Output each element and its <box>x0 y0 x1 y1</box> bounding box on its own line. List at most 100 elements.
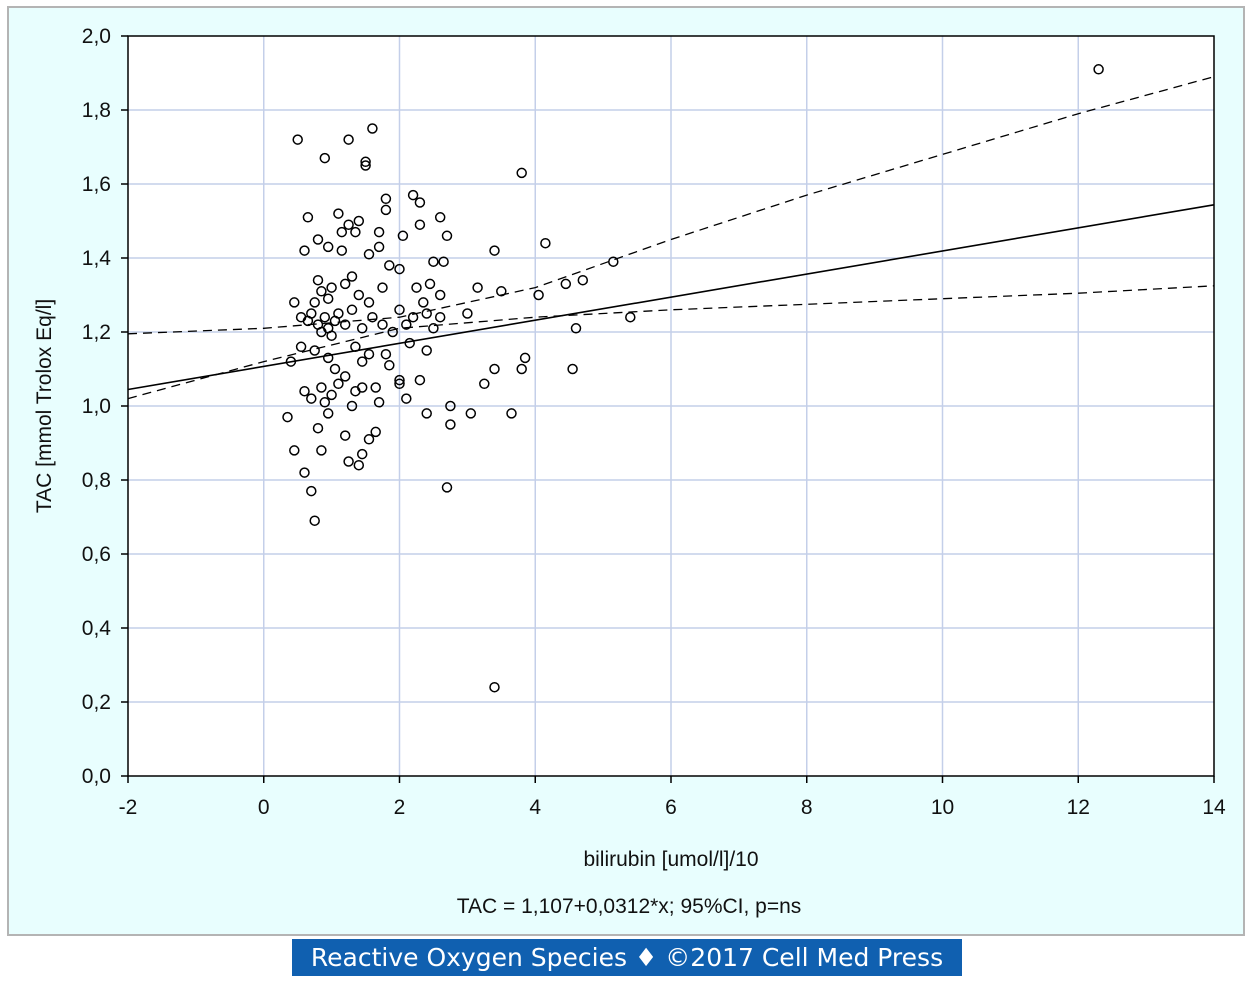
data-point <box>479 378 490 390</box>
data-point <box>363 297 375 308</box>
data-point <box>339 430 351 441</box>
data-point <box>472 282 483 293</box>
regression-line <box>127 204 1215 391</box>
data-point <box>353 215 365 227</box>
data-point <box>445 419 456 430</box>
data-point <box>397 230 409 242</box>
data-point <box>377 319 388 330</box>
data-point <box>316 445 327 456</box>
data-point <box>424 278 436 290</box>
data-point <box>496 286 507 297</box>
data-point <box>407 189 419 201</box>
data-point <box>326 282 337 293</box>
data-point <box>312 234 324 245</box>
data-point <box>380 348 392 360</box>
y-tick-labels: 0,0 0,2 0,4 0,6 0,8 1,0 1,2 1,4 1,6 1,8 2,0 <box>82 25 112 788</box>
data-point <box>560 278 572 290</box>
y-tick-label: 0,4 <box>82 617 112 640</box>
data-point <box>441 230 453 242</box>
data-point <box>519 352 531 364</box>
x-axis-title: bilirubin [umol/l]/10 <box>583 848 758 871</box>
data-point <box>289 445 300 456</box>
data-point <box>343 134 354 145</box>
data-point <box>360 156 371 168</box>
data-point <box>1093 64 1104 75</box>
data-point <box>356 448 368 460</box>
ci-lower-line <box>127 285 1215 400</box>
data-point <box>316 382 327 393</box>
data-point <box>401 319 412 330</box>
data-point <box>356 382 368 393</box>
data-point <box>394 374 405 386</box>
x-tick-label: 12 <box>1067 796 1090 819</box>
data-point <box>577 274 589 286</box>
data-point <box>380 193 392 205</box>
data-point <box>322 293 334 304</box>
data-point <box>312 422 324 434</box>
grid-layer <box>128 36 1214 776</box>
y-tick-label: 1,4 <box>82 247 112 270</box>
data-point <box>428 256 439 267</box>
data-point <box>319 397 331 408</box>
x-tick-label: 4 <box>529 796 541 819</box>
x-tick-label: 14 <box>1202 796 1226 819</box>
data-point <box>350 226 361 238</box>
data-point <box>289 297 300 308</box>
data-point <box>570 323 582 334</box>
data-point <box>394 263 405 275</box>
data-point <box>441 482 453 493</box>
data-point <box>306 485 317 497</box>
y-tick-label: 0,8 <box>82 469 111 492</box>
data-point <box>380 204 392 216</box>
data-point <box>438 256 449 267</box>
x-tick-label: 0 <box>258 796 270 819</box>
data-point <box>322 241 334 253</box>
data-point <box>462 308 473 319</box>
data-point <box>401 393 412 404</box>
regression-layer <box>127 204 1215 391</box>
data-point <box>343 219 354 230</box>
data-point <box>414 197 426 208</box>
data-point <box>421 408 432 419</box>
data-point <box>373 397 385 408</box>
data-point <box>373 226 385 238</box>
data-point <box>326 330 337 341</box>
x-tick-label: 10 <box>931 796 954 819</box>
data-point <box>282 411 293 423</box>
data-point <box>339 371 351 382</box>
data-point <box>411 282 422 293</box>
x-tick-label: -2 <box>119 796 138 819</box>
data-point <box>309 345 320 356</box>
data-point <box>608 256 619 267</box>
data-point <box>404 337 415 349</box>
data-point <box>336 226 348 238</box>
x-tick-label: 2 <box>394 796 406 819</box>
data-point <box>567 363 578 375</box>
data-point <box>465 408 477 419</box>
data-point <box>346 271 358 282</box>
data-point <box>363 249 375 260</box>
data-point <box>418 297 429 308</box>
data-point <box>319 311 331 323</box>
data-point <box>533 289 544 301</box>
data-point <box>387 326 398 338</box>
data-point <box>394 378 405 390</box>
data-point <box>421 345 432 356</box>
data-point <box>312 274 324 286</box>
data-point <box>384 260 395 271</box>
data-point <box>356 356 368 367</box>
data-point <box>384 360 395 371</box>
data-point <box>516 363 527 375</box>
data-point <box>360 160 371 171</box>
y-tick-label: 1,6 <box>82 173 111 196</box>
data-point <box>414 374 426 386</box>
data-point <box>489 681 500 693</box>
data-point <box>434 289 446 301</box>
data-point <box>434 212 446 223</box>
y-axis-title: TAC [mmol Trolox Eq/l] <box>33 299 56 513</box>
data-point <box>316 286 327 297</box>
data-point <box>363 348 375 360</box>
data-point <box>326 389 337 401</box>
data-point <box>319 152 331 164</box>
